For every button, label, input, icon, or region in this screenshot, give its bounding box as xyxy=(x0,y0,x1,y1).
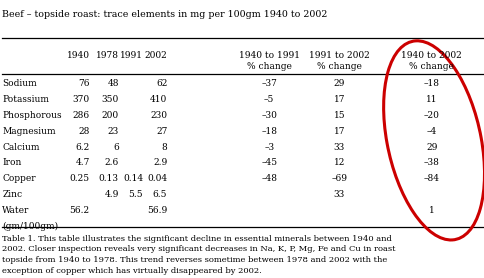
Text: exception of copper which has virtually disappeared by 2002.: exception of copper which has virtually … xyxy=(2,267,262,275)
Text: Table 1. This table illustrates the significant decline in essential minerals be: Table 1. This table illustrates the sign… xyxy=(2,235,392,243)
Text: 33: 33 xyxy=(333,143,345,152)
Text: 1991 to 2002
% change: 1991 to 2002 % change xyxy=(308,51,369,71)
Text: Beef – topside roast: trace elements in mg per 100gm 1940 to 2002: Beef – topside roast: trace elements in … xyxy=(2,10,327,19)
Text: topside from 1940 to 1978. This trend reverses sometime between 1978 and 2002 wi: topside from 1940 to 1978. This trend re… xyxy=(2,256,387,264)
Text: –69: –69 xyxy=(331,174,347,183)
Text: 28: 28 xyxy=(78,127,90,136)
Text: 27: 27 xyxy=(156,127,167,136)
Text: 230: 230 xyxy=(150,111,167,120)
Text: (gm/100gm): (gm/100gm) xyxy=(2,222,59,231)
Text: 17: 17 xyxy=(333,127,345,136)
Text: 33: 33 xyxy=(333,190,345,199)
Text: 8: 8 xyxy=(161,143,167,152)
Text: –45: –45 xyxy=(260,158,277,167)
Text: Phosphorous: Phosphorous xyxy=(2,111,62,120)
Text: 4.9: 4.9 xyxy=(104,190,119,199)
Text: 1940 to 2002
% change: 1940 to 2002 % change xyxy=(400,51,461,71)
Text: Water: Water xyxy=(2,206,30,215)
Text: –18: –18 xyxy=(261,127,276,136)
Text: 48: 48 xyxy=(107,79,119,88)
Text: 6: 6 xyxy=(113,143,119,152)
Text: Copper: Copper xyxy=(2,174,36,183)
Text: Zinc: Zinc xyxy=(2,190,22,199)
Text: 286: 286 xyxy=(73,111,90,120)
Text: –84: –84 xyxy=(423,174,439,183)
Text: 56.9: 56.9 xyxy=(147,206,167,215)
Text: 2002. Closer inspection reveals very significant decreases in Na, K, P, Mg, Fe a: 2002. Closer inspection reveals very sig… xyxy=(2,245,395,254)
Text: –48: –48 xyxy=(261,174,276,183)
Text: 1978: 1978 xyxy=(96,51,119,60)
Text: 2.6: 2.6 xyxy=(105,158,119,167)
Text: 370: 370 xyxy=(73,95,90,104)
Text: Magnesium: Magnesium xyxy=(2,127,56,136)
Text: 2.9: 2.9 xyxy=(153,158,167,167)
Text: –30: –30 xyxy=(261,111,276,120)
Text: 4.7: 4.7 xyxy=(75,158,90,167)
Text: 62: 62 xyxy=(156,79,167,88)
Text: 6.2: 6.2 xyxy=(76,143,90,152)
Text: Sodium: Sodium xyxy=(2,79,37,88)
Text: Iron: Iron xyxy=(2,158,22,167)
Text: 1991: 1991 xyxy=(120,51,143,60)
Text: –5: –5 xyxy=(263,95,274,104)
Text: –3: –3 xyxy=(264,143,273,152)
Text: –37: –37 xyxy=(261,79,276,88)
Text: 0.04: 0.04 xyxy=(147,174,167,183)
Text: 0.14: 0.14 xyxy=(123,174,143,183)
Text: 1: 1 xyxy=(428,206,434,215)
Text: 410: 410 xyxy=(150,95,167,104)
Text: 56.2: 56.2 xyxy=(70,206,90,215)
Text: 12: 12 xyxy=(333,158,345,167)
Text: –18: –18 xyxy=(423,79,439,88)
Text: 0.25: 0.25 xyxy=(70,174,90,183)
Text: 23: 23 xyxy=(107,127,119,136)
Text: 76: 76 xyxy=(78,79,90,88)
Text: 6.5: 6.5 xyxy=(152,190,167,199)
Text: –4: –4 xyxy=(425,127,436,136)
Text: 2002: 2002 xyxy=(144,51,167,60)
Text: 1940: 1940 xyxy=(67,51,90,60)
Text: 11: 11 xyxy=(425,95,437,104)
Text: 15: 15 xyxy=(333,111,345,120)
Text: 5.5: 5.5 xyxy=(128,190,143,199)
Text: 0.13: 0.13 xyxy=(99,174,119,183)
Text: –20: –20 xyxy=(423,111,439,120)
Text: 200: 200 xyxy=(102,111,119,120)
Text: 17: 17 xyxy=(333,95,345,104)
Text: –38: –38 xyxy=(423,158,439,167)
Text: 29: 29 xyxy=(425,143,437,152)
Text: 350: 350 xyxy=(101,95,119,104)
Text: Calcium: Calcium xyxy=(2,143,40,152)
Text: 1940 to 1991
% change: 1940 to 1991 % change xyxy=(238,51,299,71)
Text: Potassium: Potassium xyxy=(2,95,49,104)
Text: 29: 29 xyxy=(333,79,345,88)
